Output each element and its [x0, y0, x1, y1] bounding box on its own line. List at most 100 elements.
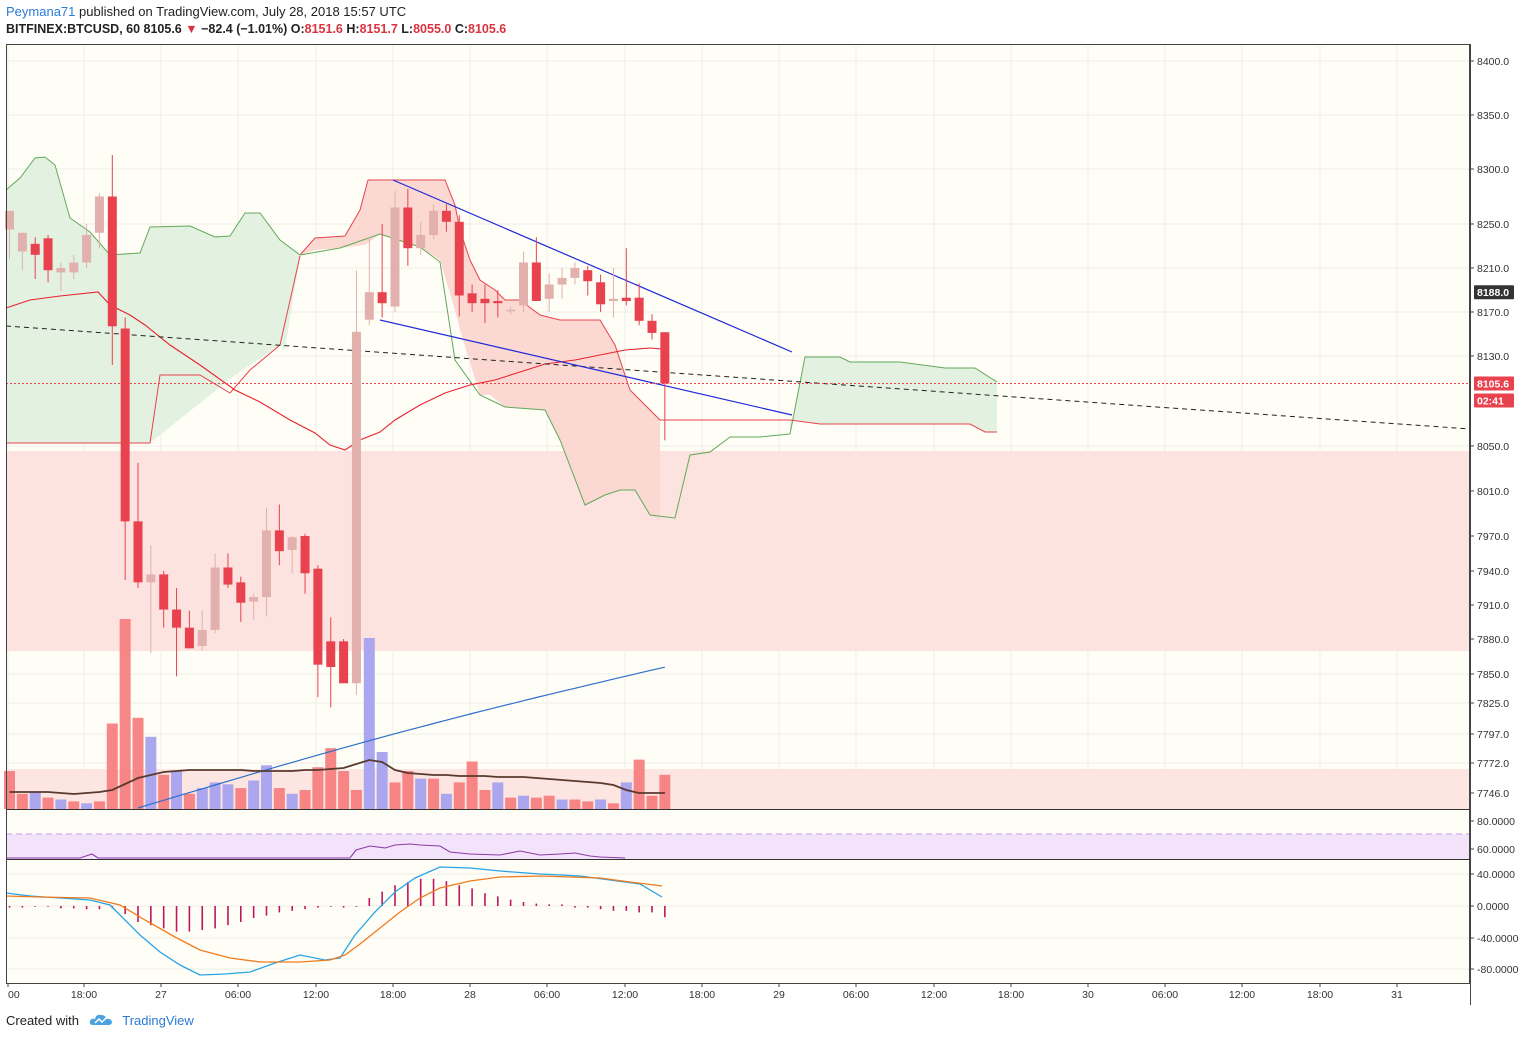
volume-bar: [659, 774, 671, 809]
candle-body: [17, 232, 27, 252]
price-tick-label: 8400.0: [1477, 56, 1509, 68]
price-axis[interactable]: 8400.0 8350.0 8300.0 8250.0 8210.0 8170.0 8130…: [1470, 56, 1509, 800]
candle-body: [570, 268, 580, 278]
time-tick-label: 18:00: [689, 989, 715, 1001]
time-tick-label: 18:00: [71, 989, 97, 1001]
volume-bar: [29, 791, 41, 809]
rsi-line: [6, 843, 626, 859]
main-pane[interactable]: [4, 44, 1471, 983]
volume-bar: [286, 793, 298, 809]
created-with-text: Created with: [6, 1013, 79, 1028]
candle-body: [557, 277, 567, 285]
time-tick-label: 18:00: [998, 989, 1024, 1001]
price-tag-label: 02:41: [1477, 395, 1504, 407]
close-label: C:: [454, 22, 469, 36]
volume-bar: [222, 784, 234, 809]
time-tick-label: 12:00: [303, 989, 329, 1001]
candle-body: [326, 641, 336, 667]
candle-body: [146, 574, 156, 583]
high-label: H:: [346, 22, 360, 36]
candle-body: [544, 284, 554, 299]
author-link[interactable]: Peymana71: [6, 4, 76, 19]
volume-bar: [518, 795, 529, 809]
price-tick-label: 8350.0: [1477, 110, 1509, 122]
low-value: 8055.0: [413, 22, 452, 36]
volume-bar: [633, 759, 645, 809]
volume-bar: [273, 788, 285, 809]
cloud-red-middle: [300, 180, 660, 520]
macd-pane[interactable]: [5, 860, 1470, 983]
time-tick-label: 30: [1082, 989, 1094, 1001]
candle-body: [596, 282, 606, 305]
volume-bar: [479, 790, 491, 809]
price-tick-label: 7825.0: [1477, 698, 1509, 710]
volume-bar: [183, 793, 195, 809]
volume-bar: [93, 801, 105, 809]
candle-body: [351, 331, 361, 684]
cloud-green-future: [790, 357, 997, 434]
price-tags: 8188.0 8105.6 02:41: [1474, 285, 1514, 408]
time-tick-label: 12:00: [612, 989, 638, 1001]
volume-ma-brown: [9, 759, 665, 795]
volume-bar: [376, 752, 388, 809]
volume-bar: [402, 771, 414, 809]
candle-body: [82, 235, 92, 263]
candle-body: [94, 196, 104, 233]
high-value: 8151.7: [359, 22, 398, 36]
candles: [5, 154, 670, 708]
time-tick-label: 27: [155, 989, 167, 1001]
dashed-trendline[interactable]: [5, 325, 1471, 430]
price-tick-label: 8130.0: [1477, 351, 1509, 363]
price-chart[interactable]: 8400.0 8350.0 8300.0 8250.0 8210.0 8170.0 8130…: [0, 0, 1532, 1010]
volume-bar: [595, 799, 607, 809]
candle-body: [506, 309, 516, 312]
candle-body: [441, 210, 451, 222]
candle-body: [5, 210, 14, 230]
macd-line: [5, 866, 663, 976]
candle-body: [43, 238, 53, 271]
price-tick-label: 8250.0: [1477, 219, 1509, 231]
volume-bar: [607, 803, 619, 809]
candle-body: [390, 207, 400, 307]
candle-body: [69, 262, 79, 273]
candle-body: [480, 298, 490, 304]
candle-body: [647, 320, 657, 333]
time-tick-label: 31: [1391, 989, 1403, 1001]
candle-body: [403, 207, 413, 249]
volume-bar: [248, 780, 260, 809]
volume-bar: [569, 799, 581, 809]
price-tick-label: 8300.0: [1477, 164, 1509, 176]
upper-wedge-line[interactable]: [392, 179, 793, 353]
last-price: 8105.6: [143, 22, 182, 36]
tradingview-link[interactable]: TradingView: [122, 1013, 194, 1028]
macd-axis: 40.0000 0.0000 -40.0000 -80.0000: [1470, 869, 1519, 976]
volume-bar: [466, 761, 478, 809]
volume-bar: [646, 795, 658, 809]
open-value: 8151.6: [304, 22, 343, 36]
price-tick-label: 8170.0: [1477, 307, 1509, 319]
published-text: published on TradingView.com, July 28, 2…: [79, 4, 407, 19]
volume-bar: [350, 790, 362, 809]
time-axis[interactable]: 00 18:00 27 06:00 12:00 18:00 28 06:00 12:00 18:0…: [7, 983, 1403, 1001]
price-tick-label: 7797.0: [1477, 729, 1509, 741]
span-b-future: [789, 419, 997, 433]
volume-bar: [530, 797, 542, 809]
rsi-pane[interactable]: [6, 810, 1470, 859]
volume-moving-average: [137, 666, 666, 809]
volume-bar: [505, 797, 517, 809]
volume-bar: [171, 771, 183, 809]
span-b-line: [6, 255, 301, 444]
candle-body: [416, 235, 426, 249]
rsi-tick-label: 80.0000: [1477, 816, 1515, 828]
ichimoku-cloud: [5, 156, 998, 520]
price-tag-label: 8105.6: [1477, 378, 1509, 390]
candle-body: [274, 530, 284, 552]
macd-grid: [6, 873, 1470, 970]
symbol-label[interactable]: BITFINEX:BTCUSD, 60: [6, 22, 141, 36]
span-a-green: [299, 233, 791, 519]
kijun-line: [5, 291, 663, 451]
candle-body: [313, 568, 323, 665]
candle-body: [608, 298, 618, 301]
lower-wedge-line[interactable]: [379, 319, 793, 416]
candle-body: [660, 332, 670, 384]
